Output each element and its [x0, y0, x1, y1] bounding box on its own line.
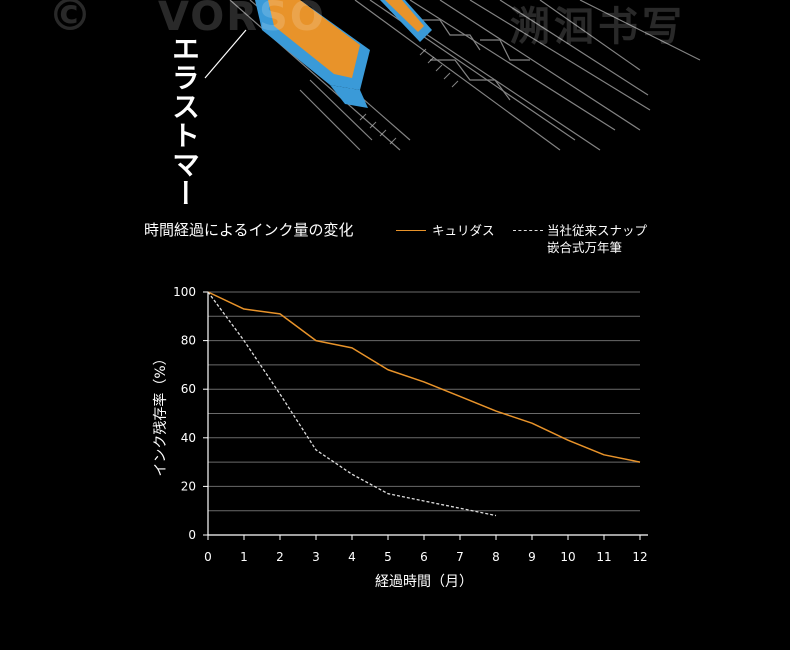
elastomer-label: エラストマー	[168, 34, 201, 208]
y-axis-title: インク残存率（%）	[152, 351, 169, 476]
watermark-copyright: ©	[48, 0, 94, 41]
series-line-1	[207, 291, 641, 463]
x-tick-label-11: 11	[596, 550, 611, 564]
grid	[208, 291, 640, 512]
x-tick-label-8: 8	[492, 550, 500, 564]
x-tick-label-10: 10	[560, 550, 575, 564]
legend-swatch-solid	[396, 230, 426, 231]
x-tick-label-0: 0	[204, 550, 212, 564]
watermark-latin: VORSO	[158, 0, 326, 40]
x-tick-label-7: 7	[456, 550, 464, 564]
x-tick-label-2: 2	[276, 550, 284, 564]
y-tick-label-80: 80	[181, 334, 196, 348]
x-tick-label-1: 1	[240, 550, 248, 564]
y-tick-label-0: 0	[188, 528, 196, 542]
legend-label: キュリダス	[432, 223, 495, 238]
x-tick-label-3: 3	[312, 550, 320, 564]
pen-cross-section-illustration	[204, 0, 701, 151]
x-tick-label-6: 6	[420, 550, 428, 564]
y-tick-label-20: 20	[181, 479, 196, 493]
x-tick-label-4: 4	[348, 550, 356, 564]
x-tick-label-12: 12	[632, 550, 647, 564]
legend-swatch-dashed	[513, 230, 543, 231]
watermark-cjk: 溯洄书写	[510, 4, 686, 50]
y-tick-label-100: 100	[173, 285, 196, 299]
series-line-2	[207, 291, 497, 517]
series	[207, 291, 641, 517]
x-axis-title: 経過時間（月）	[375, 574, 473, 590]
y-tick-label-60: 60	[181, 382, 196, 396]
chart-title: 時間経過によるインク量の変化	[144, 221, 354, 239]
y-tick-label-40: 40	[181, 431, 196, 445]
x-tick-label-9: 9	[528, 550, 536, 564]
legend-label-line-2: 嵌合式万年筆	[547, 240, 623, 255]
axes	[203, 291, 648, 540]
legend-label-line-1: 当社従来スナップ	[547, 223, 648, 238]
x-tick-label-5: 5	[384, 550, 392, 564]
